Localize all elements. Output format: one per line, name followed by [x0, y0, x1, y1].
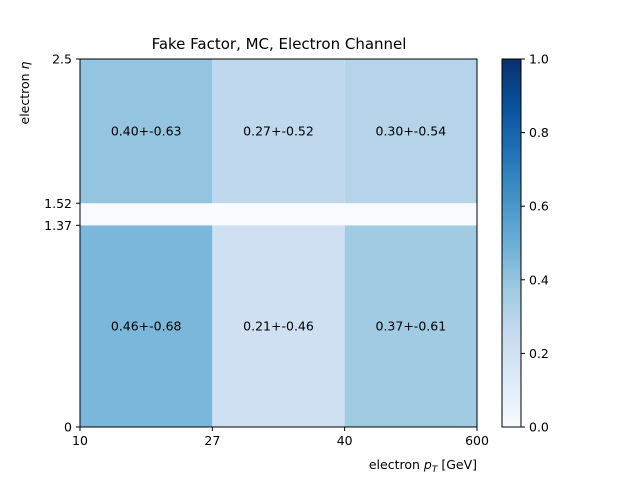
colorbar-tick-label: 0.2: [529, 346, 549, 361]
y-tick-label: 1.37: [44, 218, 72, 233]
heatmap-cell: [344, 203, 477, 226]
x-tick-label: 10: [72, 433, 88, 448]
x-tick-label: 27: [204, 433, 220, 448]
cell-value-label: 0.21+-0.46: [243, 319, 314, 334]
colorbar-tick-label: 0.4: [529, 272, 549, 287]
heatmap-cell: [344, 225, 477, 427]
y-tick-label: 2.5: [52, 52, 72, 67]
x-tick-label: 40: [337, 433, 353, 448]
heatmap-cell: [344, 59, 477, 204]
y-axis-label: electron η: [17, 61, 32, 124]
colorbar-tick-label: 0.0: [529, 420, 549, 435]
cell-value-label: 0.46+-0.68: [111, 319, 182, 334]
x-axis-ticks: 10 27 40 600: [72, 427, 489, 448]
y-axis-ticks: 0 1.37 1.52 2.5: [44, 52, 80, 435]
colorbar-tick-label: 0.8: [529, 125, 549, 140]
x-tick-label: 600: [465, 433, 489, 448]
x-axis-label: electron pT [GeV]: [369, 457, 477, 475]
heatmap-cell: [80, 225, 213, 427]
cell-value-label: 0.40+-0.63: [111, 124, 182, 139]
heatmap-cell: [80, 203, 213, 226]
colorbar-tick-label: 0.6: [529, 199, 549, 214]
plot-frame: [79, 58, 478, 428]
heatmap-cell: [212, 59, 345, 204]
cell-value-label: 0.30+-0.54: [376, 124, 447, 139]
chart-title: Fake Factor, MC, Electron Channel: [152, 35, 407, 53]
heatmap-cell-labels: 0.46+-0.68 0.21+-0.46 0.37+-0.61 0.40+-0.63…: [111, 124, 446, 334]
colorbar-ticks: 0.0 0.2 0.4 0.6 0.8 1.0: [521, 52, 549, 435]
colorbar-tick-label: 1.0: [529, 52, 549, 67]
heatmap-cells: [80, 59, 477, 427]
colorbar: [501, 58, 522, 428]
cell-value-label: 0.37+-0.61: [376, 319, 447, 334]
y-tick-label: 1.52: [44, 196, 72, 211]
heatmap-cell: [212, 203, 345, 226]
heatmap-cell: [212, 225, 345, 427]
heatmap-cell: [80, 59, 213, 204]
cell-value-label: 0.27+-0.52: [243, 124, 314, 139]
y-tick-label: 0: [64, 420, 72, 435]
